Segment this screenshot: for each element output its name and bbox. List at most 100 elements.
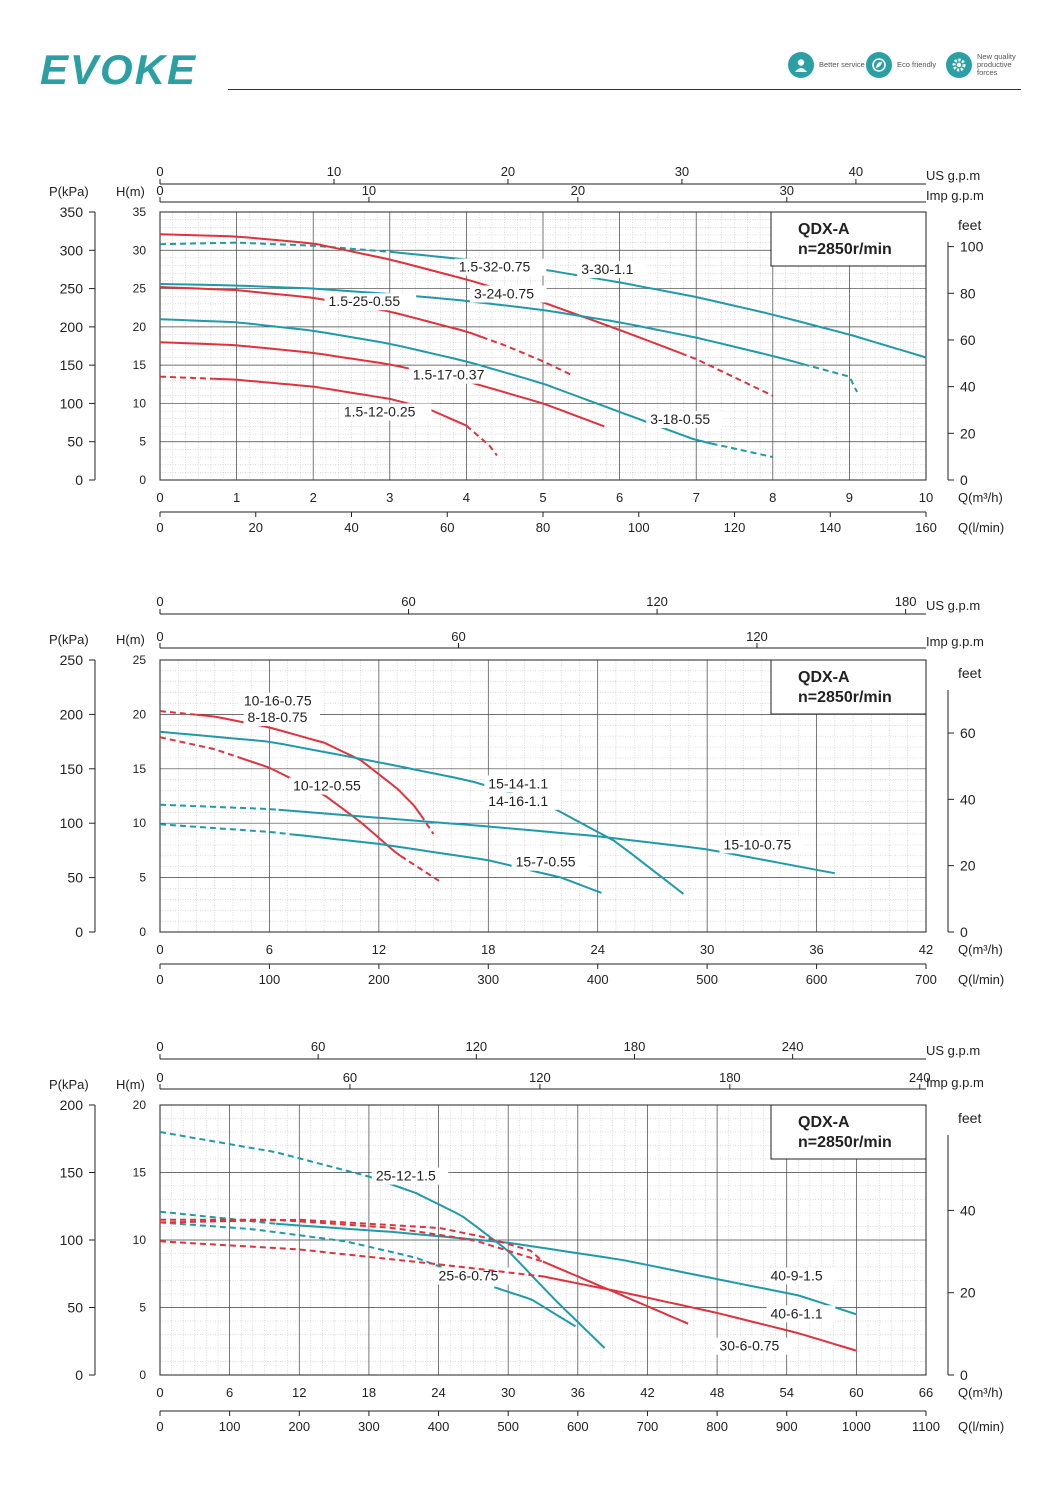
gear-icon xyxy=(946,52,972,78)
q-tick-label: 36 xyxy=(571,1385,585,1400)
imp-tick-label: 120 xyxy=(529,1070,551,1085)
us-tick-label: 30 xyxy=(675,164,689,179)
us-axis-label: US g.p.m xyxy=(926,168,980,183)
lmin-tick-label: 100 xyxy=(259,972,281,987)
lmin-tick-label: 800 xyxy=(706,1419,728,1434)
lmin-tick-label: 300 xyxy=(358,1419,380,1434)
series-label: 40-9-1.5 xyxy=(770,1268,822,1284)
q-tick-label: 18 xyxy=(481,942,495,957)
series-label: 14-16-1.1 xyxy=(488,793,548,809)
q-tick-label: 6 xyxy=(226,1385,233,1400)
series-label-bg xyxy=(289,777,374,795)
feet-tick-label: 80 xyxy=(960,285,976,301)
series-line-dashed xyxy=(711,442,773,458)
series-label-bg xyxy=(646,411,723,429)
lmin-tick-label: 1100 xyxy=(912,1419,940,1434)
us-tick-label: 10 xyxy=(327,164,341,179)
q-tick-label: 12 xyxy=(372,942,386,957)
p-tick-label: 150 xyxy=(60,357,84,373)
series-label: 25-12-1.5 xyxy=(376,1168,436,1184)
q-tick-label: 30 xyxy=(501,1385,515,1400)
series-line xyxy=(494,1286,577,1328)
h-tick-label: 20 xyxy=(133,707,147,721)
imp-axis-label: Imp g.p.m xyxy=(926,188,984,203)
us-tick-label: 0 xyxy=(156,1039,163,1054)
feet-tick-label: 60 xyxy=(960,725,976,741)
series-label: 15-7-0.55 xyxy=(516,854,576,870)
q-axis-label: Q(m³/h) xyxy=(958,1385,1003,1400)
us-axis-label: US g.p.m xyxy=(926,1043,980,1058)
h-tick-label: 35 xyxy=(133,205,147,219)
p-tick-label: 100 xyxy=(60,395,84,411)
feet-tick-label: 20 xyxy=(960,858,976,874)
imp-tick-label: 60 xyxy=(451,629,465,644)
q-tick-label: 8 xyxy=(769,490,776,505)
q-tick-label: 6 xyxy=(266,942,273,957)
series-line xyxy=(542,1260,689,1325)
series-label-bg xyxy=(766,1267,836,1285)
title-box xyxy=(770,659,927,715)
lmin-tick-label: 500 xyxy=(497,1419,519,1434)
series-line xyxy=(159,730,685,895)
feet-tick-label: 40 xyxy=(960,379,976,395)
series-line xyxy=(294,833,602,894)
series-label: 3-24-0.75 xyxy=(474,286,534,302)
us-axis-label: US g.p.m xyxy=(926,598,980,613)
header-divider xyxy=(228,89,1021,90)
series-line-dashed xyxy=(159,803,279,811)
p-tick-label: 150 xyxy=(60,761,84,777)
q-tick-label: 7 xyxy=(693,490,700,505)
series-line xyxy=(278,808,835,875)
p-tick-label: 0 xyxy=(75,472,83,488)
series-label-bg xyxy=(371,1167,449,1185)
lmin-tick-label: 120 xyxy=(724,520,746,535)
us-tick-label: 20 xyxy=(501,164,515,179)
h-tick-label: 30 xyxy=(133,243,147,257)
series-label-bg xyxy=(577,261,647,279)
series-label: 30-6-0.75 xyxy=(719,1338,779,1354)
lmin-axis-label: Q(l/min) xyxy=(958,1419,1004,1434)
lmin-tick-label: 100 xyxy=(628,520,650,535)
h-tick-label: 0 xyxy=(139,473,146,487)
series-line-dashed xyxy=(803,363,858,393)
q-axis-label: Q(m³/h) xyxy=(958,942,1003,957)
q-tick-label: 6 xyxy=(616,490,623,505)
series-line-dashed xyxy=(481,336,575,377)
us-tick-label: 40 xyxy=(849,164,863,179)
p-tick-label: 100 xyxy=(60,815,84,831)
p-tick-label: 250 xyxy=(60,652,84,668)
series-label: 10-16-0.75 xyxy=(244,693,312,709)
p-tick-label: 300 xyxy=(60,242,84,258)
imp-tick-label: 60 xyxy=(343,1070,357,1085)
series-label: 3-30-1.1 xyxy=(581,261,633,277)
feet-axis-label: feet xyxy=(958,665,981,681)
series-label-bg xyxy=(339,403,432,421)
series-line-dashed xyxy=(159,1240,544,1278)
lmin-tick-label: 0 xyxy=(156,1419,163,1434)
badge-text: New quality productive forces xyxy=(977,52,1016,77)
lmin-tick-label: 700 xyxy=(637,1419,659,1434)
series-label-bg xyxy=(243,709,320,727)
lmin-tick-label: 40 xyxy=(344,520,358,535)
us-tick-label: 120 xyxy=(646,594,668,609)
series-label: 25-6-0.75 xyxy=(439,1268,499,1284)
series-line xyxy=(542,1275,857,1352)
series-label-bg xyxy=(239,692,324,710)
badge-eco-friendly: Eco friendly xyxy=(866,50,945,80)
series-label-bg xyxy=(511,853,589,871)
p-tick-label: 350 xyxy=(60,204,84,220)
lmin-tick-label: 80 xyxy=(536,520,550,535)
service-person-icon xyxy=(788,52,814,78)
series-line xyxy=(159,283,804,366)
q-tick-label: 0 xyxy=(156,1385,163,1400)
page-header: EVOKE Better service Eco friendly New qu… xyxy=(0,0,1060,110)
q-tick-label: 4 xyxy=(463,490,470,505)
imp-tick-label: 20 xyxy=(571,183,585,198)
h-tick-label: 20 xyxy=(133,320,147,334)
h-tick-label: 15 xyxy=(133,762,147,776)
q-tick-label: 24 xyxy=(590,942,604,957)
series-line-dashed xyxy=(159,375,214,380)
us-tick-label: 120 xyxy=(465,1039,487,1054)
imp-tick-label: 30 xyxy=(780,183,794,198)
series-line xyxy=(276,1222,857,1316)
